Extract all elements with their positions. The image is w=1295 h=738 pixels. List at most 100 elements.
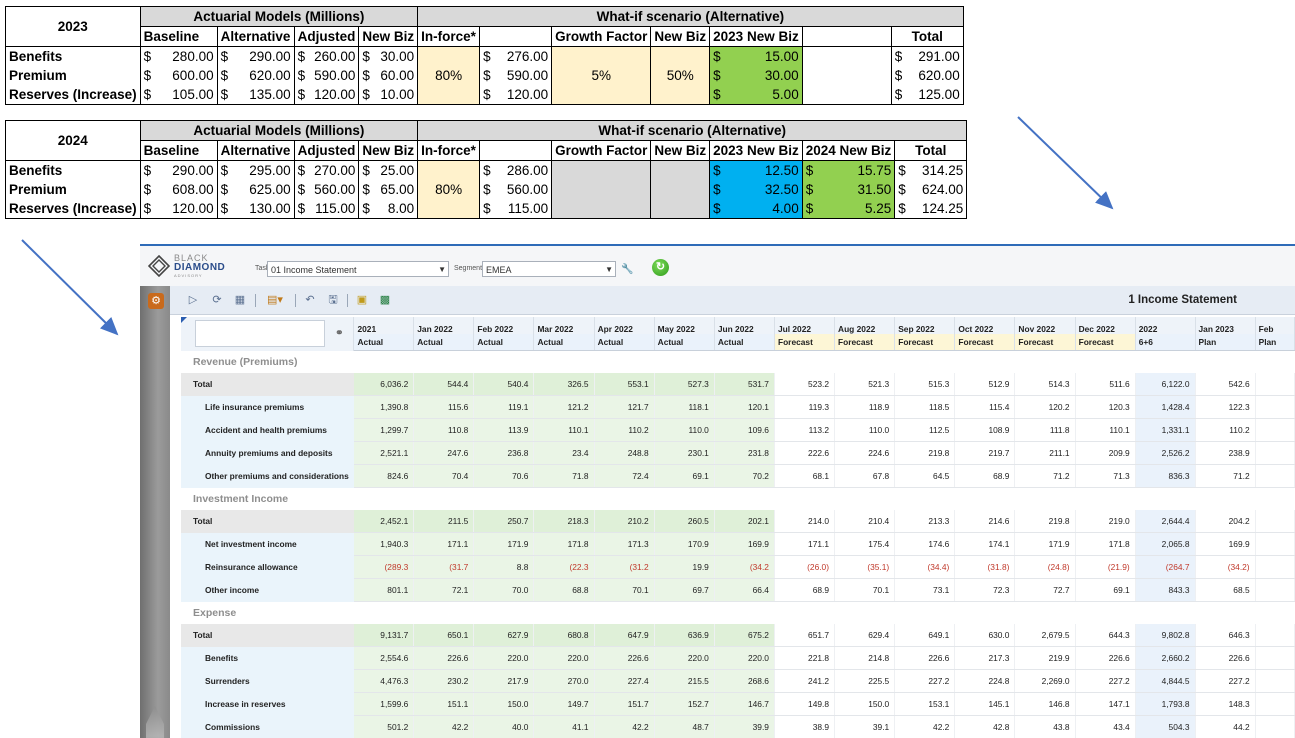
grid-cell[interactable]: (35.1) bbox=[835, 556, 895, 579]
grid-cell[interactable]: 1,793.8 bbox=[1135, 693, 1195, 716]
grid-cell[interactable]: 42.8 bbox=[955, 716, 1015, 738]
grid-cell[interactable]: 260.5 bbox=[654, 510, 714, 533]
grid-cell[interactable]: 152.7 bbox=[654, 693, 714, 716]
grid-cell[interactable]: 68.8 bbox=[534, 579, 594, 602]
grid-cell[interactable]: 527.3 bbox=[654, 373, 714, 396]
grid-options-icon[interactable]: ▤▾ bbox=[263, 293, 287, 307]
grid-cell[interactable]: 71.3 bbox=[1075, 465, 1135, 488]
grid-cell[interactable]: 221.8 bbox=[774, 647, 834, 670]
grid-cell[interactable]: 247.6 bbox=[414, 442, 474, 465]
grid-cell[interactable]: 146.7 bbox=[714, 693, 774, 716]
grid-cell[interactable]: 241.2 bbox=[774, 670, 834, 693]
grid-cell[interactable]: 108.9 bbox=[955, 419, 1015, 442]
grid-cell[interactable]: 680.8 bbox=[534, 624, 594, 647]
grid-cell[interactable]: 629.4 bbox=[835, 624, 895, 647]
grid-cell[interactable]: 70.0 bbox=[474, 579, 534, 602]
grid-cell[interactable]: 649.1 bbox=[895, 624, 955, 647]
grid-cell[interactable]: 145.1 bbox=[955, 693, 1015, 716]
grid-cell[interactable]: 647.9 bbox=[594, 624, 654, 647]
grid-cell[interactable]: 220.0 bbox=[534, 647, 594, 670]
grid-cell[interactable]: 148.3 bbox=[1195, 693, 1255, 716]
grid-cell[interactable] bbox=[1255, 647, 1294, 670]
grid-cell[interactable]: 1,940.3 bbox=[354, 533, 414, 556]
grid-cell[interactable]: 68.1 bbox=[774, 465, 834, 488]
grid-cell[interactable]: 248.8 bbox=[594, 442, 654, 465]
grid-cell[interactable]: 71.2 bbox=[1195, 465, 1255, 488]
grid-cell[interactable]: 236.8 bbox=[474, 442, 534, 465]
grid-cell[interactable]: 146.8 bbox=[1015, 693, 1075, 716]
grid-cell[interactable]: 170.9 bbox=[654, 533, 714, 556]
grid-cell[interactable]: 220.0 bbox=[654, 647, 714, 670]
grid-cell[interactable]: 4,844.5 bbox=[1135, 670, 1195, 693]
grid-cell[interactable] bbox=[1255, 556, 1294, 579]
grid-cell[interactable] bbox=[1255, 624, 1294, 647]
grid-cell[interactable]: 113.2 bbox=[774, 419, 834, 442]
grid-cell[interactable]: 226.6 bbox=[594, 647, 654, 670]
grid-cell[interactable] bbox=[1255, 533, 1294, 556]
grid-cell[interactable]: 226.6 bbox=[414, 647, 474, 670]
grid-cell[interactable]: 268.6 bbox=[714, 670, 774, 693]
grid-cell[interactable]: 121.7 bbox=[594, 396, 654, 419]
grid-cell[interactable]: 636.9 bbox=[654, 624, 714, 647]
grid-cell[interactable]: 40.0 bbox=[474, 716, 534, 738]
grid-cell[interactable]: 67.8 bbox=[835, 465, 895, 488]
grid-cell[interactable]: 2,521.1 bbox=[354, 442, 414, 465]
grid-cell[interactable]: 68.9 bbox=[955, 465, 1015, 488]
grid-cell[interactable]: 226.6 bbox=[895, 647, 955, 670]
grid-cell[interactable]: 238.9 bbox=[1195, 442, 1255, 465]
grid-cell[interactable]: 38.9 bbox=[774, 716, 834, 738]
grid-cell[interactable]: 226.6 bbox=[1075, 647, 1135, 670]
grid-cell[interactable]: (31.7 bbox=[414, 556, 474, 579]
grid-cell[interactable]: 644.3 bbox=[1075, 624, 1135, 647]
grid-cell[interactable] bbox=[1255, 693, 1294, 716]
grid-cell[interactable]: 110.2 bbox=[1195, 419, 1255, 442]
grid-cell[interactable]: 23.4 bbox=[534, 442, 594, 465]
grid-cell[interactable]: 115.6 bbox=[414, 396, 474, 419]
grid-cell[interactable]: 675.2 bbox=[714, 624, 774, 647]
grid-cell[interactable] bbox=[1255, 442, 1294, 465]
grid-cell[interactable]: 630.0 bbox=[955, 624, 1015, 647]
grid-cell[interactable]: 119.3 bbox=[774, 396, 834, 419]
grid-cell[interactable]: 544.4 bbox=[414, 373, 474, 396]
grid-cell[interactable]: 515.3 bbox=[895, 373, 955, 396]
binoculars-icon[interactable]: ⚭ bbox=[335, 328, 343, 339]
grid-cell[interactable]: 73.1 bbox=[895, 579, 955, 602]
grid-cell[interactable]: 118.5 bbox=[895, 396, 955, 419]
grid-cell[interactable]: (31.2 bbox=[594, 556, 654, 579]
grid-cell[interactable]: 214.0 bbox=[774, 510, 834, 533]
grid-cell[interactable]: 250.7 bbox=[474, 510, 534, 533]
grid-cell[interactable]: 151.7 bbox=[594, 693, 654, 716]
grid-cell[interactable]: 210.4 bbox=[835, 510, 895, 533]
grid-cell[interactable]: 213.3 bbox=[895, 510, 955, 533]
grid-cell[interactable]: 227.2 bbox=[895, 670, 955, 693]
grid-cell[interactable]: (26.0) bbox=[774, 556, 834, 579]
grid-cell[interactable]: 202.1 bbox=[714, 510, 774, 533]
grid-cell[interactable]: 646.3 bbox=[1195, 624, 1255, 647]
grid-cell[interactable]: 48.7 bbox=[654, 716, 714, 738]
grid-cell[interactable]: 110.8 bbox=[414, 419, 474, 442]
grid-cell[interactable]: 6,036.2 bbox=[354, 373, 414, 396]
grid-cell[interactable]: 204.2 bbox=[1195, 510, 1255, 533]
grid-cell[interactable]: 149.7 bbox=[534, 693, 594, 716]
grid-cell[interactable]: 219.8 bbox=[895, 442, 955, 465]
grid-cell[interactable]: 2,526.2 bbox=[1135, 442, 1195, 465]
grid-cell[interactable]: 19.9 bbox=[654, 556, 714, 579]
grid-cell[interactable]: (34.2) bbox=[1195, 556, 1255, 579]
grid-cell[interactable]: 2,660.2 bbox=[1135, 647, 1195, 670]
grid-cell[interactable]: 214.8 bbox=[835, 647, 895, 670]
grid-cell[interactable]: 209.9 bbox=[1075, 442, 1135, 465]
grid-cell[interactable]: 120.2 bbox=[1015, 396, 1075, 419]
grid-cell[interactable]: 122.3 bbox=[1195, 396, 1255, 419]
grid-cell[interactable]: 9,802.8 bbox=[1135, 624, 1195, 647]
rail-scroll-handle[interactable] bbox=[146, 706, 164, 738]
grid-cell[interactable]: 70.1 bbox=[835, 579, 895, 602]
grid-cell[interactable]: 511.6 bbox=[1075, 373, 1135, 396]
refresh-data-icon[interactable]: ⟳ bbox=[210, 293, 224, 307]
run-icon[interactable]: ▷ bbox=[186, 293, 200, 307]
grid-cell[interactable]: 113.9 bbox=[474, 419, 534, 442]
grid-cell[interactable]: 44.2 bbox=[1195, 716, 1255, 738]
grid-cell[interactable]: 150.0 bbox=[835, 693, 895, 716]
grid-cell[interactable]: 110.0 bbox=[654, 419, 714, 442]
document-icon[interactable]: ▣ bbox=[355, 293, 369, 307]
grid-cell[interactable]: 222.6 bbox=[774, 442, 834, 465]
